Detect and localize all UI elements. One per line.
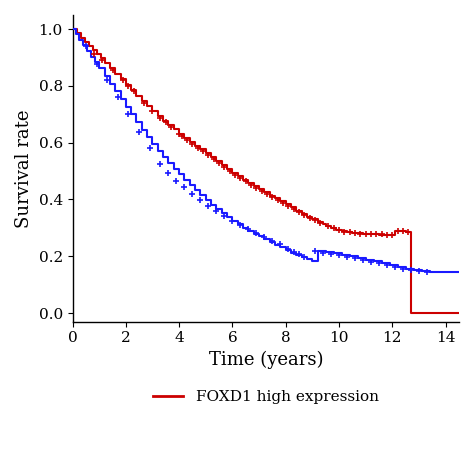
Legend: FOXD1 high expression: FOXD1 high expression — [147, 384, 385, 410]
Y-axis label: Survival rate: Survival rate — [15, 109, 33, 228]
X-axis label: Time (years): Time (years) — [209, 351, 323, 369]
